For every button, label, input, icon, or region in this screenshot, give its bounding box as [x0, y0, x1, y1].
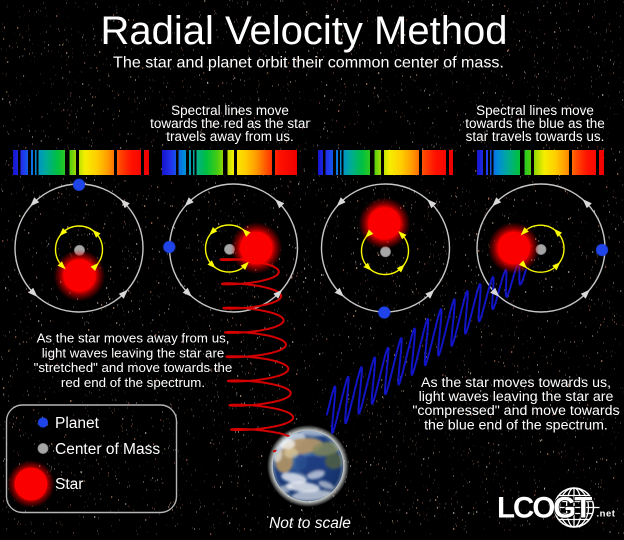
svg-text:Not to scale: Not to scale — [269, 515, 351, 532]
svg-text:Star: Star — [55, 476, 83, 493]
svg-text:Radial Velocity Method: Radial Velocity Method — [101, 9, 508, 53]
svg-text:travels away from us.: travels away from us. — [166, 129, 294, 144]
svg-text:"stretched" and move towards t: "stretched" and move towards the — [34, 360, 233, 375]
svg-text:towards the blue as the: towards the blue as the — [465, 116, 605, 131]
svg-text:light waves leaving the star a: light waves leaving the star are — [419, 389, 614, 405]
svg-text:light waves leaving the star a: light waves leaving the star are — [42, 345, 225, 360]
svg-text:LCOGT: LCOGT — [497, 492, 592, 525]
svg-text:the blue end of the spectrum.: the blue end of the spectrum. — [424, 418, 608, 434]
svg-text:The star and planet orbit thei: The star and planet orbit their common c… — [113, 54, 504, 72]
svg-text:Planet: Planet — [55, 415, 100, 432]
svg-text:towards the red as the star: towards the red as the star — [150, 116, 310, 131]
svg-text:Center of Mass: Center of Mass — [55, 441, 160, 458]
svg-text:.net: .net — [597, 509, 616, 520]
svg-text:As the star moves towards us,: As the star moves towards us, — [421, 375, 611, 391]
svg-text:As the star moves away from us: As the star moves away from us, — [37, 331, 230, 346]
svg-text:Spectral lines move: Spectral lines move — [476, 103, 594, 118]
svg-text:"compressed" and move towards: "compressed" and move towards — [412, 403, 619, 419]
svg-text:Spectral lines move: Spectral lines move — [171, 103, 289, 118]
svg-text:red end of the spectrum.: red end of the spectrum. — [61, 375, 205, 390]
svg-text:star travels towards us.: star travels towards us. — [466, 129, 605, 144]
